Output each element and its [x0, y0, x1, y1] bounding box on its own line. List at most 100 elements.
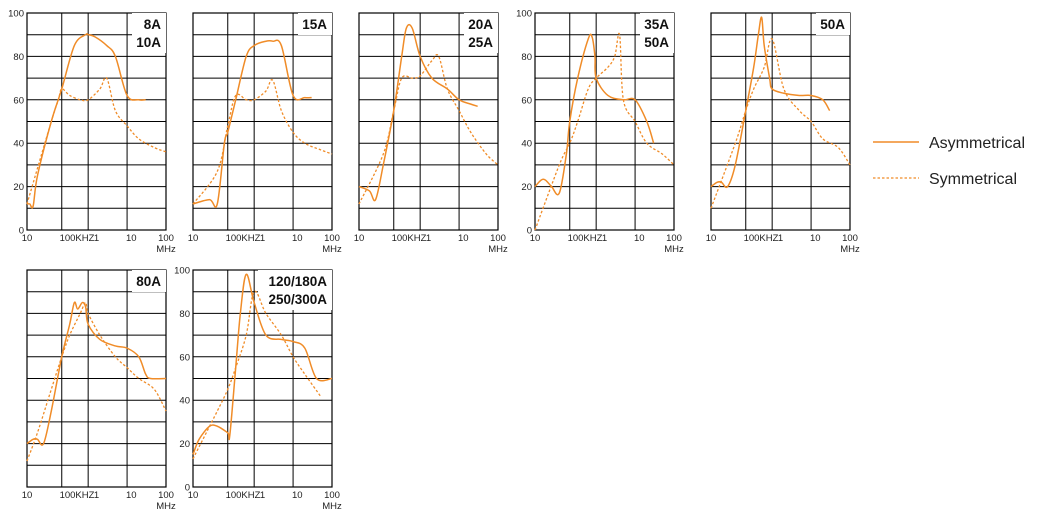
series-line-symmetrical [710, 38, 851, 209]
x-tick-label: 100 [324, 490, 340, 501]
y-tick-label: 0 [527, 226, 532, 237]
series-line-symmetrical [192, 290, 321, 460]
y-tick-label: 80 [521, 52, 532, 63]
x-tick-label: 100KHZ [568, 233, 603, 244]
y-tick-label: 100 [8, 9, 24, 20]
x-unit-label: MHz [840, 244, 860, 255]
y-tick-label: 20 [179, 439, 190, 450]
chart-panel: 120/180A 250/300A 0 20 40 60 80 100 10 100KHZ 1 10 1… [174, 266, 342, 509]
y-tick-label: 40 [13, 139, 24, 150]
y-tick-label: 100 [174, 266, 190, 277]
y-tick-label: 80 [13, 52, 24, 63]
y-tick-label: 60 [13, 95, 24, 106]
y-tick-label: 60 [179, 352, 190, 363]
legend-label: Asymmetrical [929, 135, 1025, 152]
series-line-asymmetrical [26, 33, 146, 209]
series-line-symmetrical [358, 53, 499, 205]
x-tick-label: 100KHZ [744, 233, 779, 244]
series-line-symmetrical [534, 32, 675, 231]
corner-label: 35A [644, 17, 669, 32]
x-tick-label: 100 [158, 490, 174, 501]
x-tick-label: 100KHZ [226, 233, 261, 244]
x-tick-label: 100KHZ [226, 490, 261, 501]
plot-frame [192, 12, 333, 231]
corner-label-box [258, 270, 332, 310]
x-tick-label: 10 [530, 233, 541, 244]
x-tick-label: 10 [292, 233, 303, 244]
x-tick-label: 100KHZ [60, 490, 95, 501]
series-line-symmetrical [26, 76, 167, 205]
x-tick-label: 100KHZ [60, 233, 95, 244]
y-tick-label: 40 [179, 396, 190, 407]
x-tick-label: 10 [188, 490, 199, 501]
x-unit-label: MHz [322, 244, 342, 255]
corner-label: 10A [136, 35, 161, 50]
legend-label: Symmetrical [929, 171, 1017, 188]
series-line-asymmetrical [192, 273, 333, 455]
corner-label-box [816, 13, 850, 35]
x-unit-label: MHz [156, 501, 176, 509]
x-tick-label: 1 [778, 233, 783, 244]
corner-label: 25A [468, 35, 493, 50]
corner-label-box [298, 13, 332, 35]
plot-frame [534, 12, 675, 231]
x-tick-label: 100 [158, 233, 174, 244]
y-tick-label: 100 [516, 9, 532, 20]
series-line-symmetrical [26, 301, 167, 462]
x-unit-label: MHz [664, 244, 684, 255]
corner-label-box [132, 270, 166, 292]
corner-label-box [640, 13, 674, 53]
x-unit-label: MHz [156, 244, 176, 255]
corner-label: 80A [136, 274, 161, 289]
y-tick-label: 0 [185, 483, 190, 494]
series-line-asymmetrical [534, 33, 655, 196]
x-tick-label: 10 [126, 233, 137, 244]
x-tick-label: 10 [458, 233, 469, 244]
x-tick-label: 1 [94, 233, 99, 244]
corner-label: 15A [302, 17, 327, 32]
plot-frame [710, 12, 851, 231]
x-tick-label: 10 [634, 233, 645, 244]
corner-label-box [464, 13, 498, 53]
corner-label: 250/300A [268, 292, 327, 307]
x-tick-label: 10 [22, 233, 33, 244]
y-tick-label: 60 [521, 95, 532, 106]
x-tick-label: 1 [260, 490, 265, 501]
corner-label: 20A [468, 17, 493, 32]
x-tick-label: 10 [188, 233, 199, 244]
series-line-asymmetrical [358, 23, 478, 202]
legend: Asymmetrical Symmetrical [873, 135, 1025, 188]
x-tick-label: 10 [810, 233, 821, 244]
corner-label: 8A [144, 17, 162, 32]
y-tick-label: 0 [19, 226, 24, 237]
x-tick-label: 10 [22, 490, 33, 501]
corner-label-box [132, 13, 166, 53]
x-tick-label: 100 [666, 233, 682, 244]
x-tick-label: 10 [126, 490, 137, 501]
corner-label: 50A [644, 35, 669, 50]
y-tick-label: 80 [179, 309, 190, 320]
x-tick-label: 10 [292, 490, 303, 501]
y-tick-label: 20 [13, 182, 24, 193]
x-tick-label: 100KHZ [392, 233, 427, 244]
series-line-asymmetrical [26, 301, 167, 446]
y-tick-label: 20 [521, 182, 532, 193]
series-line-symmetrical [192, 79, 333, 205]
series-line-asymmetrical [192, 39, 312, 208]
x-tick-label: 1 [602, 233, 607, 244]
x-tick-label: 1 [426, 233, 431, 244]
x-unit-label: MHz [488, 244, 508, 255]
plot-frame [26, 12, 167, 231]
plot-frame [358, 12, 499, 231]
series-line-asymmetrical [710, 16, 831, 189]
corner-label: 50A [820, 17, 845, 32]
x-tick-label: 10 [706, 233, 717, 244]
x-tick-label: 1 [94, 490, 99, 501]
